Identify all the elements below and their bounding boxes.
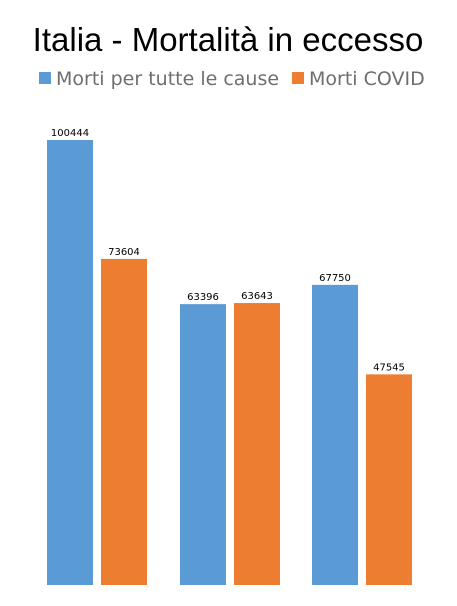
plot-area: 100444 73604 63396 63643 67750 47545 [47,128,412,585]
value-label-series-1-group-1: 100444 [51,128,89,139]
bar-series-1-group-3 [312,284,358,585]
value-label-series-2-group-2: 63643 [241,291,273,302]
legend-swatch-covid [292,72,304,84]
legend: Morti per tutte le cause Morti COVID [39,68,425,90]
bar-series-1-group-2 [180,304,226,585]
legend-swatch-all-causes [39,72,51,84]
value-label-series-2-group-3: 47545 [373,362,405,373]
legend-label-covid: Morti COVID [309,68,425,90]
value-label-series-1-group-2: 63396 [187,292,219,303]
bar-series-1-group-1 [47,140,93,585]
bar-series-2-group-2 [234,303,280,585]
bar-series-2-group-1 [101,258,147,585]
bar-series-2-group-3 [366,374,412,585]
chart-title: Italia - Mortalità in eccesso [33,21,424,58]
legend-label-all-causes: Morti per tutte le cause [56,68,279,90]
value-label-series-2-group-1: 73604 [108,247,140,258]
value-label-series-1-group-3: 67750 [319,273,351,284]
